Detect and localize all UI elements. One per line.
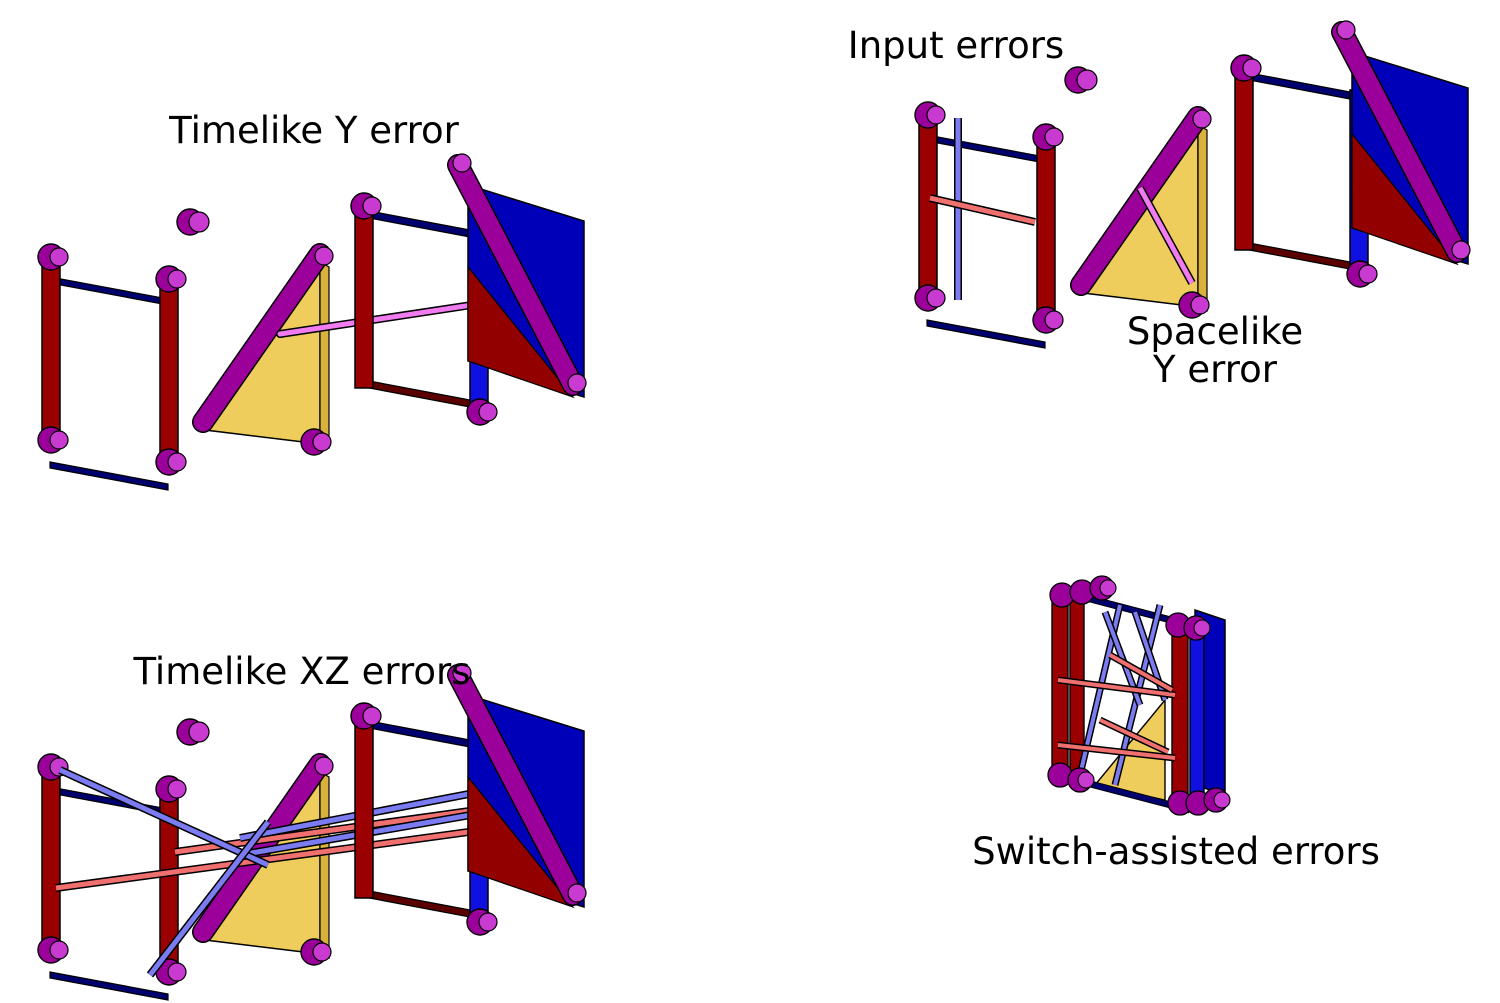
switch-assisted-assembly [1047, 575, 1231, 816]
spacelike-y-assembly [914, 21, 1470, 349]
label-timelike-y: Timelike Y error [168, 109, 459, 152]
label-timelike-xz: Timelike XZ errors [132, 650, 470, 693]
timelike-y-assembly [37, 154, 586, 491]
error-rods [1057, 604, 1176, 786]
timelike-xz-assembly [37, 664, 586, 1001]
label-input-errors: Input errors [848, 24, 1064, 67]
label-switch-assisted: Switch-assisted errors [972, 830, 1380, 873]
salmon-error-rod [929, 195, 1036, 225]
label-spacelike-line2: Y error [1152, 348, 1278, 391]
label-spacelike-line1: Spacelike [1127, 310, 1303, 353]
pink-error-rod [1137, 186, 1195, 285]
